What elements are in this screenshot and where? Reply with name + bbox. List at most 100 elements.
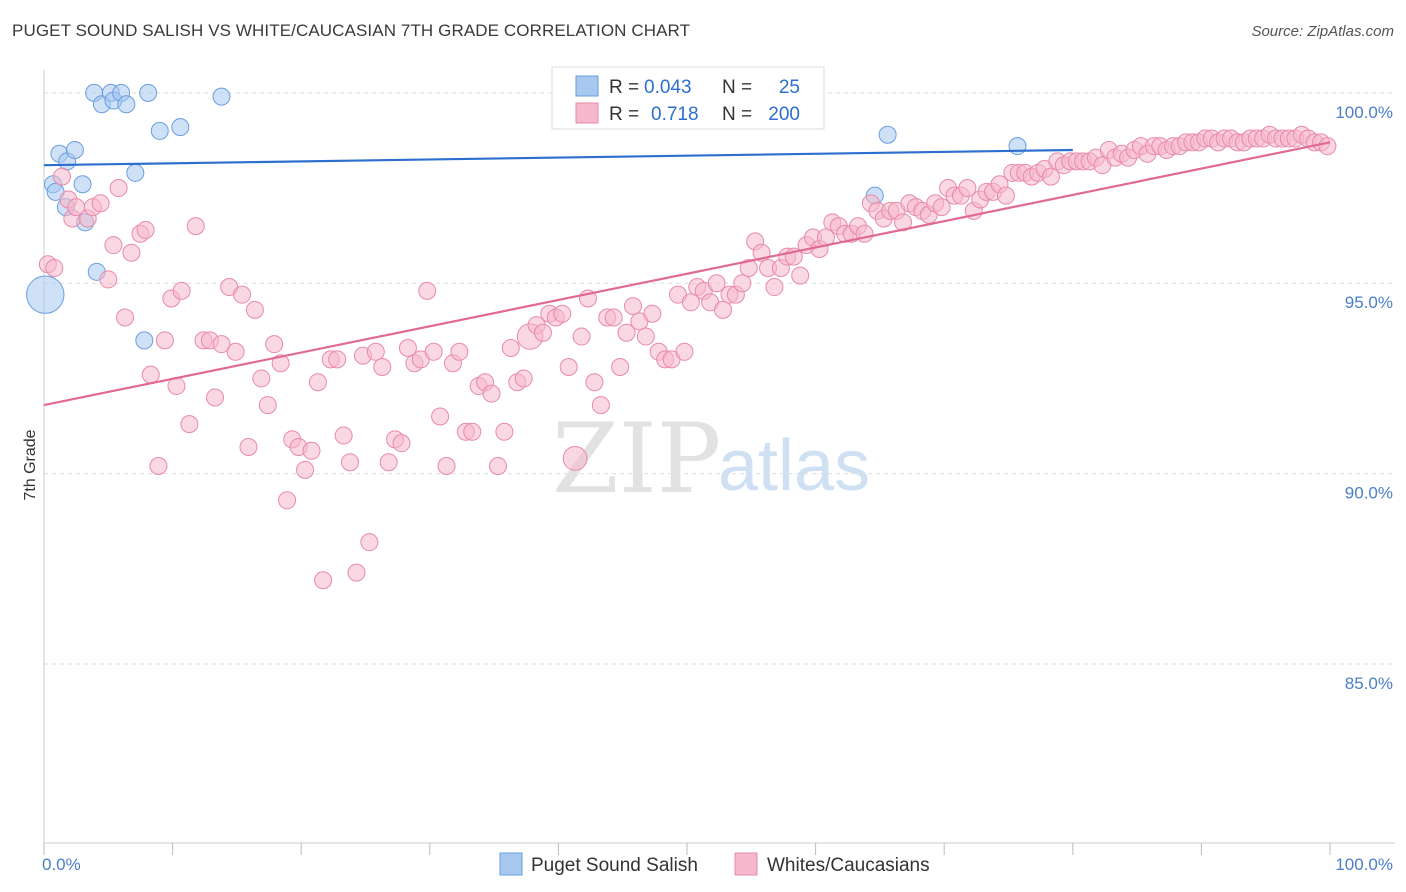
point-whites-caucasians [245,300,264,319]
y-tick-label: 85.0% [1345,674,1393,693]
point-whites-caucasians [360,533,379,552]
point-whites-caucasians [707,274,726,293]
point-whites-caucasians [296,460,315,479]
bottom-legend-swatch-pink [734,852,758,876]
point-whites-caucasians [675,342,694,361]
point-whites-caucasians [1041,167,1060,186]
legend-r-value-pink: 0.718 [651,104,699,125]
point-whites-caucasians [265,335,284,354]
bottom-legend-label-pink: Whites/Caucasians [767,855,930,876]
point-whites-caucasians [450,342,469,361]
point-whites-caucasians [252,369,271,388]
point-whites-caucasians [366,342,385,361]
series-whites-caucasians [38,125,1337,590]
chart-title: PUGET SOUND SALISH VS WHITE/CAUCASIAN 7T… [12,21,691,40]
point-whites-caucasians [932,198,951,217]
point-whites-caucasians [463,422,482,441]
axes [43,70,1395,855]
point-whites-caucasians [379,453,398,472]
point-whites-caucasians [488,457,507,476]
point-whites-caucasians [437,457,456,476]
point-whites-caucasians [681,293,700,312]
point-puget-sound-salish [26,275,65,314]
point-puget-sound-salish [135,331,154,350]
point-whites-caucasians [308,373,327,392]
legend-n-label-pink: N = [722,104,752,125]
x-tick-label: 100.0% [1335,855,1393,874]
point-whites-caucasians [514,369,533,388]
gridlines [44,92,1395,665]
legend-r-value-blue: 0.043 [644,77,692,98]
point-whites-caucasians [585,373,604,392]
legend-n-value-pink: 200 [768,104,800,125]
point-whites-caucasians [533,323,552,342]
trend-line [43,148,1073,167]
point-whites-caucasians [347,563,366,582]
point-whites-caucasians [334,426,353,445]
point-whites-caucasians [149,457,168,476]
point-whites-caucasians [373,358,392,377]
point-whites-caucasians [53,167,72,186]
legend-n-value-blue: 25 [779,77,800,98]
watermark: ZIP atlas [552,403,870,515]
point-whites-caucasians [623,297,642,316]
point-whites-caucasians [122,243,141,262]
point-whites-caucasians [104,236,123,255]
point-whites-caucasians [258,396,277,415]
point-whites-caucasians [572,327,591,346]
bottom-legend-label-blue: Puget Sound Salish [531,855,698,876]
legend-r-label-pink: R = [609,104,639,125]
point-whites-caucasians [328,350,347,369]
point-whites-caucasians [302,441,321,460]
point-whites-caucasians [996,186,1015,205]
point-whites-caucasians [643,304,662,323]
bottom-legend-swatch-blue [499,852,523,876]
y-tick-label: 100.0% [1335,103,1393,122]
point-whites-caucasians [739,259,758,278]
point-puget-sound-salish [171,118,190,137]
point-whites-caucasians [314,571,333,590]
y-tick-label: 95.0% [1345,293,1393,312]
tick-labels: 85.0% 90.0% 95.0% 100.0% 0.0% 100.0% [42,103,1393,874]
point-whites-caucasians [116,308,135,327]
point-puget-sound-salish [126,163,145,182]
point-whites-caucasians [765,278,784,297]
legend-swatch-pink [575,102,599,124]
point-puget-sound-salish [117,95,136,114]
point-whites-caucasians [141,365,160,384]
legend: R = 0.043 N = 25 R = 0.718 N = 200 [551,66,825,130]
legend-swatch-blue [575,75,599,97]
point-whites-caucasians [206,388,225,407]
point-whites-caucasians [136,220,155,239]
point-whites-caucasians [278,491,297,510]
point-whites-caucasians [636,327,655,346]
point-puget-sound-salish [150,121,169,140]
y-axis-label: 7th Grade [22,429,39,500]
point-whites-caucasians [611,358,630,377]
y-tick-label: 90.0% [1345,484,1393,503]
point-whites-caucasians [109,179,128,198]
x-tick-label: 0.0% [42,855,81,874]
point-whites-caucasians [99,270,118,289]
watermark-atlas: atlas [718,426,870,506]
point-whites-caucasians [155,331,174,350]
bottom-legend: Puget Sound Salish Whites/Caucasians [499,852,930,876]
point-whites-caucasians [226,342,245,361]
point-whites-caucasians [482,384,501,403]
point-whites-caucasians [392,434,411,453]
point-whites-caucasians [424,342,443,361]
point-whites-caucasians [398,338,417,357]
point-whites-caucasians [271,354,290,373]
point-whites-caucasians [172,281,191,300]
point-whites-caucasians [562,446,588,471]
point-whites-caucasians [791,266,810,285]
chart-source: Source: ZipAtlas.com [1251,23,1394,40]
point-whites-caucasians [1318,137,1337,156]
trend-line [43,141,1331,407]
point-whites-caucasians [418,281,437,300]
point-whites-caucasians [958,179,977,198]
point-puget-sound-salish [1008,137,1027,156]
point-whites-caucasians [212,335,231,354]
point-puget-sound-salish [139,83,158,102]
